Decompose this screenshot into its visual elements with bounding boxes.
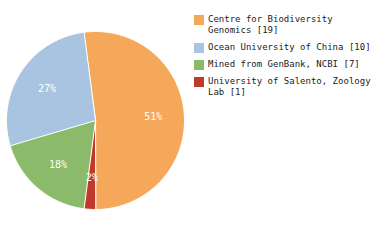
html-text:Centre for Biodiversity Genomi: Centre for Biodiversity Genomics [19] (208, 14, 333, 35)
svg-text:2%: 2% (86, 172, 98, 183)
svg-text:27%: 27% (38, 83, 56, 94)
svg-text:51%: 51% (144, 111, 162, 122)
html-text:Mined from GenBank, NCBI [7]: Mined from GenBank, NCBI [7] (208, 59, 360, 69)
svg-text:18%: 18% (49, 159, 67, 170)
html-text:University of Salento, Zoology: University of Salento, Zoology Lab [1] (208, 76, 371, 97)
html-text:Ocean University of China [10]: Ocean University of China [10] (208, 42, 371, 52)
